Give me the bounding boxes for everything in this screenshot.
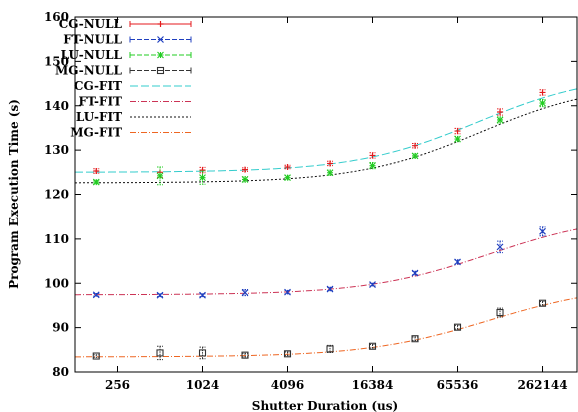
cg-null-point	[497, 108, 504, 115]
mg-null-errorbar	[412, 336, 419, 341]
ft-null-point	[369, 281, 376, 289]
cg-null-point	[412, 142, 419, 149]
lu-null-point	[326, 169, 334, 177]
mg-null-point	[411, 335, 419, 343]
lu-null-point	[199, 174, 206, 182]
mg-null-point	[538, 299, 547, 307]
ft-null-point	[284, 288, 291, 296]
x-tick-label: 256	[105, 378, 130, 392]
lu-null-point	[369, 162, 376, 170]
x-tick-label: 1024	[186, 378, 219, 392]
ft-null-point	[411, 269, 419, 277]
mg-null-point	[496, 308, 504, 317]
lu-null-point	[539, 99, 546, 107]
legend-marker	[157, 36, 164, 43]
legend-label: CG-FIT	[74, 79, 122, 93]
legend-marker	[157, 21, 164, 27]
legend-label: CG-NULL	[59, 17, 123, 31]
ft-null-point	[156, 291, 164, 299]
cg-null-point	[539, 89, 546, 96]
y-tick-label: 150	[44, 54, 69, 68]
lu-null-point	[156, 172, 164, 180]
lu-null-point	[241, 176, 249, 183]
ft-null-point	[241, 289, 249, 296]
y-tick-label: 130	[44, 143, 69, 157]
lu-null-point	[411, 152, 419, 160]
y-tick-label: 100	[44, 276, 69, 290]
cg-null-point	[284, 163, 291, 170]
y-tick-label: 160	[44, 10, 69, 24]
legend-marker	[156, 66, 165, 75]
legend-cap	[129, 21, 192, 27]
mg-null-point	[156, 349, 164, 357]
lu-null-point	[454, 135, 461, 143]
cg-null-point	[454, 128, 461, 135]
x-tick-label: 65536	[437, 378, 479, 392]
mg-null-errorbar	[284, 351, 291, 357]
legend-label: MG-FIT	[70, 126, 122, 140]
ft-null-point	[326, 285, 334, 293]
legend-cap	[129, 67, 192, 74]
mg-null-point	[283, 350, 292, 358]
legend-label: FT-NULL	[63, 33, 122, 47]
data-points	[92, 89, 547, 361]
x-axis-ticks: 256 1024 4096 16384 65536 262144	[105, 17, 568, 392]
mg-null-errorbar	[157, 345, 164, 361]
ft-null-errorbar	[539, 226, 546, 237]
ft-null-point	[92, 291, 100, 299]
mg-null-point	[453, 323, 462, 331]
y-tick-label: 140	[44, 99, 69, 113]
y-tick-label: 90	[52, 321, 69, 335]
y-tick-label: 120	[44, 188, 69, 202]
mg-null-errorbar	[93, 354, 100, 358]
mg-null-errorbar	[242, 352, 249, 358]
mg-null-point	[92, 352, 100, 360]
ft-null-point	[539, 227, 546, 235]
lu-null-point	[284, 174, 291, 182]
legend-marker	[157, 51, 164, 59]
mg-null-point	[198, 349, 207, 357]
ft-fit-fit-line	[75, 228, 578, 296]
cg-null-point	[93, 167, 100, 174]
legend-label: FT-FIT	[78, 95, 122, 109]
legend-cap	[129, 52, 192, 58]
lu-null-point	[92, 178, 100, 186]
mg-null-point	[241, 351, 249, 359]
legend-label: LU-NULL	[61, 48, 123, 62]
mg-null-point	[326, 345, 334, 353]
lu-null-errorbar	[199, 170, 206, 185]
mg-fit-fit-line	[74, 297, 578, 358]
mg-null-errorbar	[369, 343, 376, 349]
lu-null-point	[496, 116, 504, 124]
x-tick-label: 16384	[352, 378, 394, 392]
x-axis-title: Shutter Duration (us)	[252, 399, 398, 412]
x-tick-label: 262144	[517, 378, 567, 392]
y-axis-title: Program Execution Time (s)	[7, 99, 21, 289]
ft-null-point	[199, 291, 206, 299]
cg-null-point	[327, 160, 334, 167]
y-axis-ticks: 80 90 100 110 120 130 140 150 160	[44, 10, 577, 379]
cg-null-point	[242, 166, 249, 173]
legend-label: MG-NULL	[55, 64, 123, 78]
ft-null-point	[496, 243, 504, 251]
legend-cap	[129, 36, 192, 43]
cg-null-point	[369, 152, 376, 159]
y-tick-label: 80	[52, 365, 69, 379]
ft-null-point	[454, 258, 461, 266]
x-tick-label: 4096	[271, 378, 304, 392]
legend-label: LU-FIT	[76, 110, 122, 124]
mg-null-point	[368, 342, 377, 350]
y-tick-label: 110	[44, 232, 69, 246]
mg-null-errorbar	[454, 324, 461, 330]
mg-null-errorbar	[539, 300, 546, 306]
mg-null-errorbar	[199, 346, 206, 360]
